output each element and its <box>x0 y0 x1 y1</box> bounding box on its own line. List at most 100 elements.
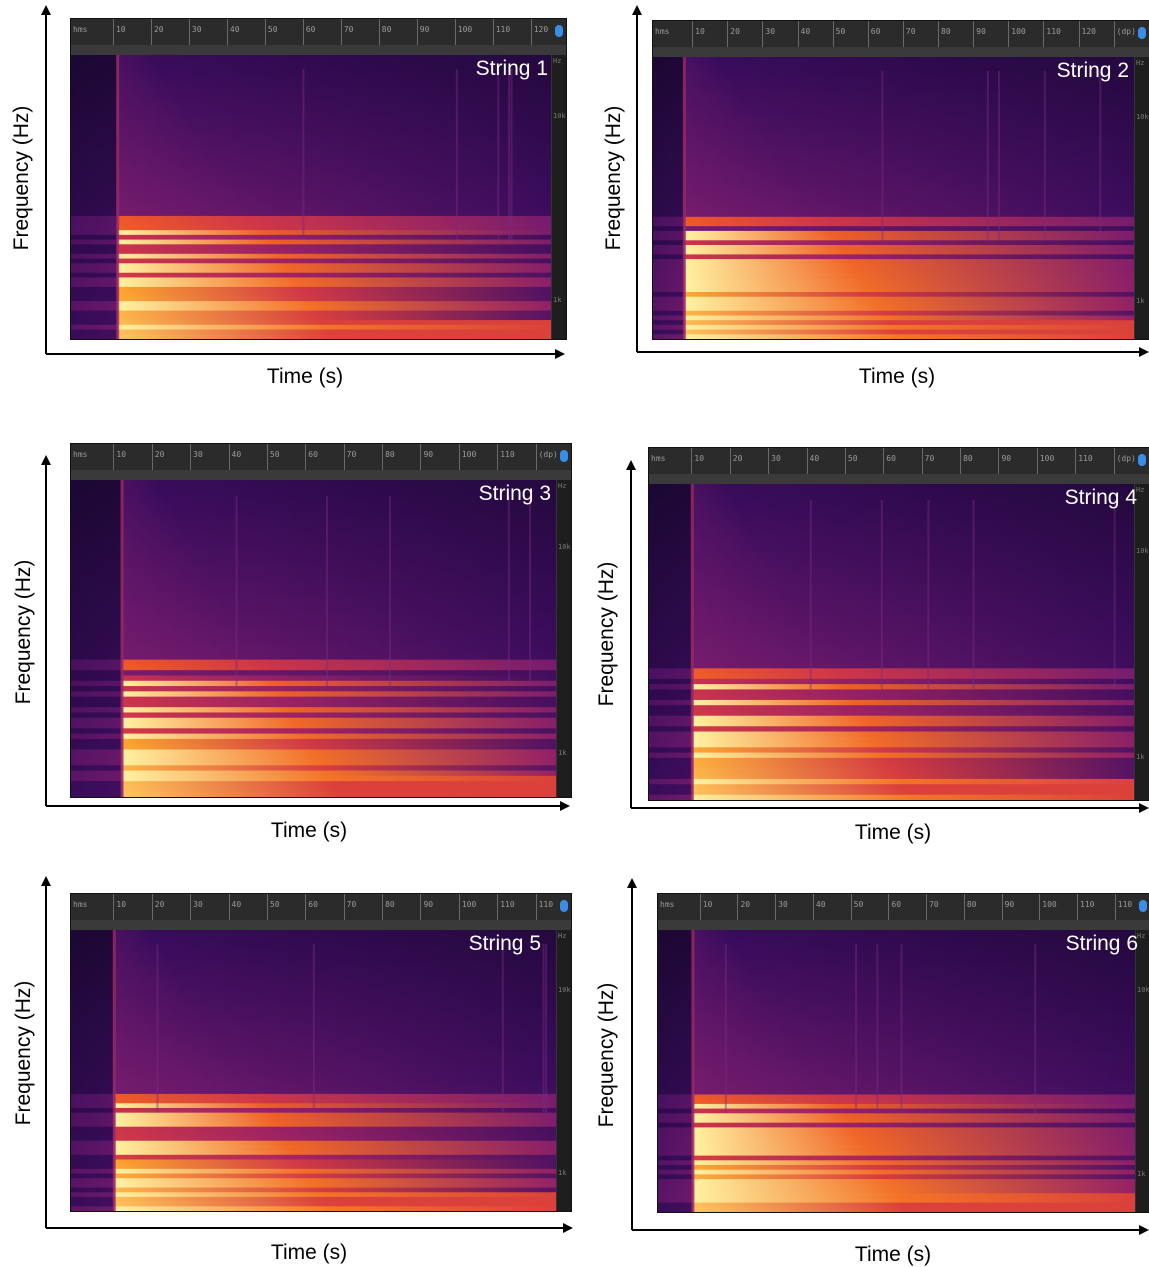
spectrogram-band <box>653 75 1135 82</box>
ruler-tick-label: 110 <box>1043 21 1061 47</box>
ruler-tick-label: 10 <box>113 444 126 470</box>
ruler-tick-label: hms <box>651 454 666 463</box>
spectrogram-band <box>71 760 557 766</box>
ruler-tick-label: 20 <box>737 894 750 920</box>
spectrogram-band <box>71 1070 557 1076</box>
spectrogram-band <box>71 1089 557 1095</box>
spectrogram-band <box>71 239 552 245</box>
spectrogram-band <box>658 1061 1136 1067</box>
spectrogram-band <box>71 272 552 279</box>
panel-title: String 4 <box>1064 486 1137 509</box>
spectrogram-band <box>71 215 552 222</box>
overview-strip[interactable] <box>71 45 566 55</box>
ruler-tick-label: 40 <box>812 894 826 920</box>
spectrogram-band <box>71 230 552 236</box>
spectrogram-band <box>658 972 1136 978</box>
spectrogram-band <box>649 726 1135 733</box>
x-axis-label: Time (s) <box>266 365 344 388</box>
overview-strip[interactable] <box>658 920 1149 930</box>
spectrogram-band <box>71 1126 557 1132</box>
ruler-tick-label: 70 <box>921 448 934 474</box>
playhead-marker-icon[interactable] <box>1138 27 1146 39</box>
ruler-tick-label: 70 <box>343 444 356 470</box>
frequency-scale: Hz 10k 1k <box>1134 57 1149 339</box>
x-axis-arrowhead <box>555 349 565 359</box>
frequency-scale-label: 1k <box>558 1169 567 1177</box>
spectrogram-band <box>71 701 557 708</box>
spectrogram-band <box>653 254 1135 260</box>
spectrogram-band <box>71 1098 557 1104</box>
spectrogram-band <box>71 696 557 703</box>
noise-streak <box>880 499 883 690</box>
spectrogram-band <box>71 707 557 714</box>
frequency-scale-label: 10k <box>553 112 566 120</box>
frequency-scale-label: Hz <box>1136 486 1145 494</box>
spectrogram-band <box>71 643 557 650</box>
spectrogram-band <box>658 1179 1136 1185</box>
noise-streak <box>235 495 238 687</box>
spectrogram-band <box>653 198 1135 204</box>
frequency-scale-label: 1k <box>1137 1170 1146 1178</box>
y-axis-arrowhead <box>41 876 51 886</box>
spectrogram-band <box>71 958 557 964</box>
ruler-tick-label: 70 <box>902 21 916 47</box>
playhead-marker-icon[interactable] <box>560 900 568 912</box>
spectrogram-band <box>658 958 1136 964</box>
playhead-marker-icon[interactable] <box>555 25 563 37</box>
noise-streak <box>900 944 903 1114</box>
spectrogram-band <box>71 659 557 666</box>
spectrogram-band <box>71 154 552 160</box>
spectrogram-band <box>653 113 1135 119</box>
noise-streak <box>809 499 812 690</box>
time-ruler[interactable]: hms 10 20 30 40 50 60 70 80 90 100 110 120 <box>71 19 566 46</box>
spectrogram-band <box>71 770 557 777</box>
spectrogram-band <box>653 151 1135 157</box>
playhead-marker-icon[interactable] <box>1139 900 1147 912</box>
ruler-tick-label: 110 <box>492 19 510 45</box>
spectrogram-band <box>71 527 557 534</box>
spectrogram-band <box>649 584 1135 590</box>
noise-streak <box>542 944 545 1113</box>
spectrogram-band <box>653 127 1135 133</box>
spectrogram-band <box>71 670 557 677</box>
overview-strip[interactable] <box>71 920 571 930</box>
overview-strip[interactable] <box>649 474 1149 484</box>
playhead-marker-icon[interactable] <box>560 450 568 462</box>
spectrogram-band <box>649 520 1135 527</box>
spectrogram-band <box>649 541 1135 548</box>
spectrogram-band <box>658 953 1136 959</box>
noise-streak <box>881 71 884 241</box>
spectrogram-band <box>658 1122 1136 1128</box>
spectrogram-band <box>653 277 1135 284</box>
frequency-scale-label: 1k <box>1136 297 1145 305</box>
overview-strip[interactable] <box>71 470 571 480</box>
spectrogram-band <box>71 680 557 687</box>
spectrogram-band <box>71 1061 557 1067</box>
spectrogram-band <box>71 934 557 940</box>
ruler-tick-label: 50 <box>844 448 858 474</box>
spectrogram-band <box>71 111 552 118</box>
frequency-scale: Hz 10k 1k <box>551 55 566 339</box>
spectrogram-band <box>71 135 552 141</box>
spectrogram-band <box>71 1023 557 1029</box>
noise-streak <box>1043 71 1046 241</box>
ruler-tick-label: 20 <box>729 448 742 474</box>
spectrogram-band <box>71 995 557 1001</box>
spectrogram-band <box>649 742 1135 748</box>
spectrogram-band <box>71 107 552 113</box>
playhead-marker-icon[interactable] <box>1138 454 1146 466</box>
noise-streak <box>302 69 305 240</box>
spectrogram-band <box>71 723 557 729</box>
y-axis-arrowhead <box>626 460 636 470</box>
spectrogram-band <box>71 590 557 597</box>
spectrogram-band <box>649 526 1135 532</box>
spectrogram-band <box>71 1009 557 1015</box>
overview-strip[interactable] <box>653 47 1149 57</box>
spectrogram-band <box>71 126 552 132</box>
spectrogram-band <box>71 791 557 797</box>
time-ruler[interactable]: hms 10 20 30 40 50 60 70 80 90 100 110 (dp) <box>71 444 571 471</box>
